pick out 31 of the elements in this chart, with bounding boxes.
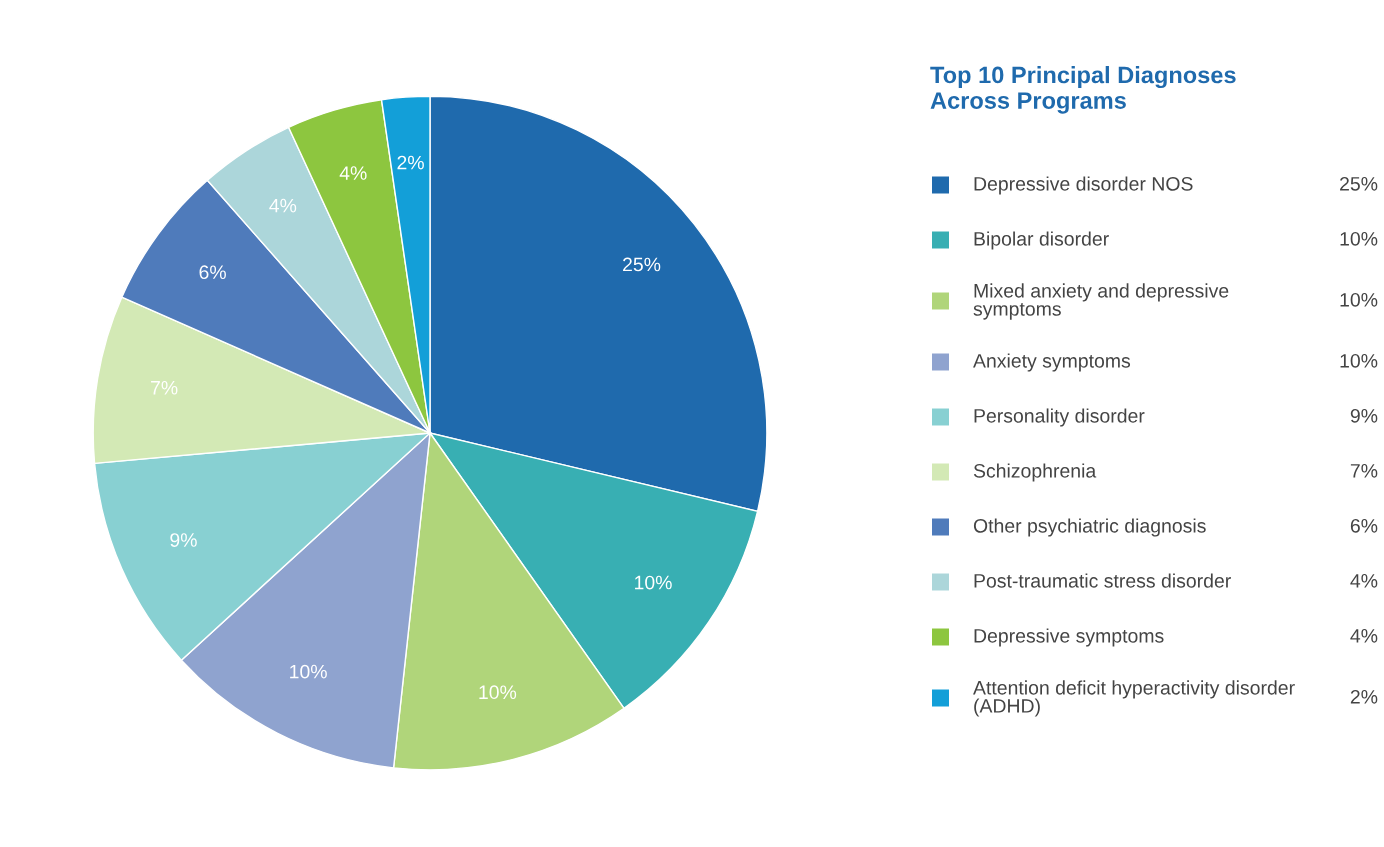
text: 10% <box>1340 353 1378 368</box>
data-label: 25% <box>623 257 661 272</box>
data-label: 4% <box>339 166 367 180</box>
legend-label: Other psychiatric diagnosis <box>973 518 1206 537</box>
text: 4% <box>1350 629 1378 643</box>
data-label: 9% <box>170 533 197 547</box>
data-label: 10% <box>479 685 517 700</box>
data-label: 10% <box>290 664 327 679</box>
legend-label: Anxiety symptoms <box>973 353 1131 372</box>
text: 9% <box>1350 408 1378 423</box>
legend-label: Depressive symptoms <box>974 628 1164 647</box>
legend-label: Schizophrenia <box>973 463 1097 482</box>
data-label: 4% <box>269 198 297 213</box>
data-label: 10% <box>635 575 672 590</box>
data-label: 6% <box>199 265 226 280</box>
text: 7% <box>1350 464 1378 478</box>
text: 6% <box>1350 518 1378 533</box>
text: 10% <box>1340 231 1378 246</box>
legend-label: Personality disorder <box>974 408 1145 427</box>
legend-label: Attention deficit hyperactivity disorder (ADHD) <box>973 680 1295 717</box>
data-label: 2% <box>397 155 424 170</box>
legend-label: Depressive disorder NOS <box>974 176 1193 195</box>
data-label: 7% <box>151 380 178 395</box>
text: 4% <box>1350 574 1378 588</box>
legend-label: Bipolar disorder <box>974 231 1109 250</box>
text: 2% <box>1350 689 1378 704</box>
text: 25% <box>1340 176 1378 191</box>
legend-label: Mixed anxiety and depressive symptoms <box>973 283 1229 320</box>
legend-label: Post-traumatic stress disorder <box>974 573 1231 588</box>
chart-title: Top 10 Principal Diagnoses Across Programs <box>930 66 1236 114</box>
text: 10% <box>1340 292 1378 307</box>
